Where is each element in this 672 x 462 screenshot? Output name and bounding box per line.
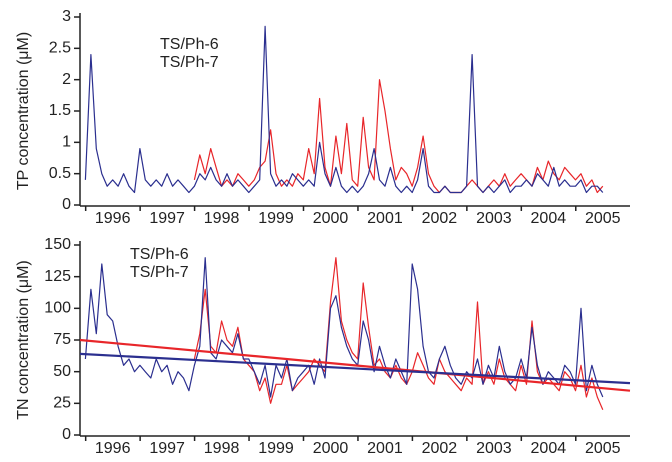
y-tick-label: 1.5 bbox=[49, 102, 71, 119]
x-tick-label: 2003 bbox=[476, 440, 512, 457]
series-line bbox=[84, 25, 604, 194]
series-line bbox=[193, 257, 604, 410]
x-tick-label: 2003 bbox=[476, 210, 512, 227]
x-tick-label: 2004 bbox=[531, 440, 567, 457]
y-axis-label: TP concentration (μM) bbox=[15, 32, 32, 190]
y-tick-label: 100 bbox=[44, 300, 71, 317]
y-tick-label: 150 bbox=[44, 236, 71, 253]
x-tick-label: 2000 bbox=[313, 440, 349, 457]
y-tick-label: 0.5 bbox=[49, 165, 71, 182]
y-tick-label: 50 bbox=[53, 363, 71, 380]
series-line bbox=[84, 257, 604, 398]
x-tick-label: 1998 bbox=[204, 440, 240, 457]
x-tick-label: 2001 bbox=[367, 440, 403, 457]
y-tick-label: 2.5 bbox=[49, 40, 71, 57]
series-line bbox=[193, 79, 604, 194]
trend-line bbox=[79, 352, 631, 385]
x-tick-label: 1997 bbox=[149, 440, 185, 457]
y-tick-label: 25 bbox=[53, 395, 71, 412]
y-tick-label: 0 bbox=[62, 426, 71, 443]
y-tick-label: 0 bbox=[62, 196, 71, 213]
y-tick-label: 1 bbox=[62, 134, 71, 151]
x-tick-label: 2002 bbox=[422, 210, 458, 227]
x-tick-label: 2000 bbox=[313, 210, 349, 227]
legend-entry: TS/Ph-6 bbox=[130, 246, 189, 263]
x-tick-label: 2001 bbox=[367, 210, 403, 227]
x-tick-label: 2002 bbox=[422, 440, 458, 457]
x-tick-label: 1998 bbox=[204, 210, 240, 227]
x-tick-label: 2005 bbox=[585, 210, 621, 227]
legend-entry: TS/Ph-6 bbox=[160, 36, 219, 53]
y-tick-label: 2 bbox=[62, 71, 71, 88]
x-tick-label: 2004 bbox=[531, 210, 567, 227]
x-tick-label: 1999 bbox=[258, 210, 294, 227]
y-tick-label: 125 bbox=[44, 268, 71, 285]
trend-line bbox=[79, 338, 631, 392]
legend-entry: TS/Ph-7 bbox=[130, 264, 189, 281]
legend-entry: TS/Ph-7 bbox=[160, 54, 219, 71]
y-tick-label: 75 bbox=[53, 331, 71, 348]
y-axis-label: TN concentration (μM) bbox=[15, 260, 32, 419]
y-tick-label: 3 bbox=[62, 8, 71, 25]
x-tick-label: 1996 bbox=[95, 440, 131, 457]
x-tick-label: 1996 bbox=[95, 210, 131, 227]
x-tick-label: 1999 bbox=[258, 440, 294, 457]
x-tick-label: 1997 bbox=[149, 210, 185, 227]
x-tick-label: 2005 bbox=[585, 440, 621, 457]
